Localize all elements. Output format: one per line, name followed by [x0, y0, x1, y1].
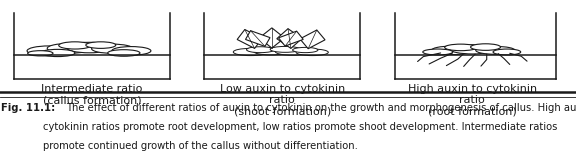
Ellipse shape	[108, 50, 140, 56]
Ellipse shape	[293, 47, 318, 53]
Ellipse shape	[471, 44, 501, 50]
Ellipse shape	[493, 49, 521, 55]
Text: promote continued growth of the callus without differentiation.: promote continued growth of the callus w…	[43, 141, 358, 151]
Ellipse shape	[112, 47, 151, 55]
Text: cytokinin ratios promote root development, low ratios promote shoot development.: cytokinin ratios promote root developmen…	[43, 122, 558, 132]
Ellipse shape	[28, 51, 53, 56]
Text: The effect of different ratios of auxin to cytokinin on the growth and morphogen: The effect of different ratios of auxin …	[66, 103, 576, 113]
Ellipse shape	[59, 42, 91, 49]
Polygon shape	[300, 30, 325, 49]
Ellipse shape	[47, 43, 91, 53]
Text: Fig. 11.1:: Fig. 11.1:	[1, 103, 55, 113]
Polygon shape	[277, 29, 302, 48]
Ellipse shape	[27, 46, 71, 56]
Ellipse shape	[233, 48, 268, 56]
Ellipse shape	[275, 48, 310, 55]
Text: High auxin to cytokinin
ratio
(root formation): High auxin to cytokinin ratio (root form…	[408, 84, 537, 117]
Polygon shape	[279, 31, 303, 46]
Ellipse shape	[445, 44, 477, 51]
Ellipse shape	[66, 42, 112, 53]
Text: Low auxin to cytokinin
ratio
(shoot formation): Low auxin to cytokinin ratio (shoot form…	[219, 84, 345, 117]
Ellipse shape	[86, 42, 116, 48]
Ellipse shape	[450, 45, 494, 54]
Text: Intermediate ratio
(callus formation): Intermediate ratio (callus formation)	[41, 84, 143, 105]
Ellipse shape	[40, 49, 75, 57]
Ellipse shape	[431, 46, 473, 55]
Polygon shape	[245, 31, 270, 46]
Polygon shape	[259, 28, 285, 48]
Ellipse shape	[253, 48, 288, 55]
Ellipse shape	[247, 47, 274, 53]
Polygon shape	[237, 30, 262, 48]
Ellipse shape	[270, 46, 300, 52]
Ellipse shape	[423, 49, 453, 55]
Ellipse shape	[296, 49, 328, 56]
Ellipse shape	[92, 44, 133, 53]
Ellipse shape	[476, 46, 515, 54]
